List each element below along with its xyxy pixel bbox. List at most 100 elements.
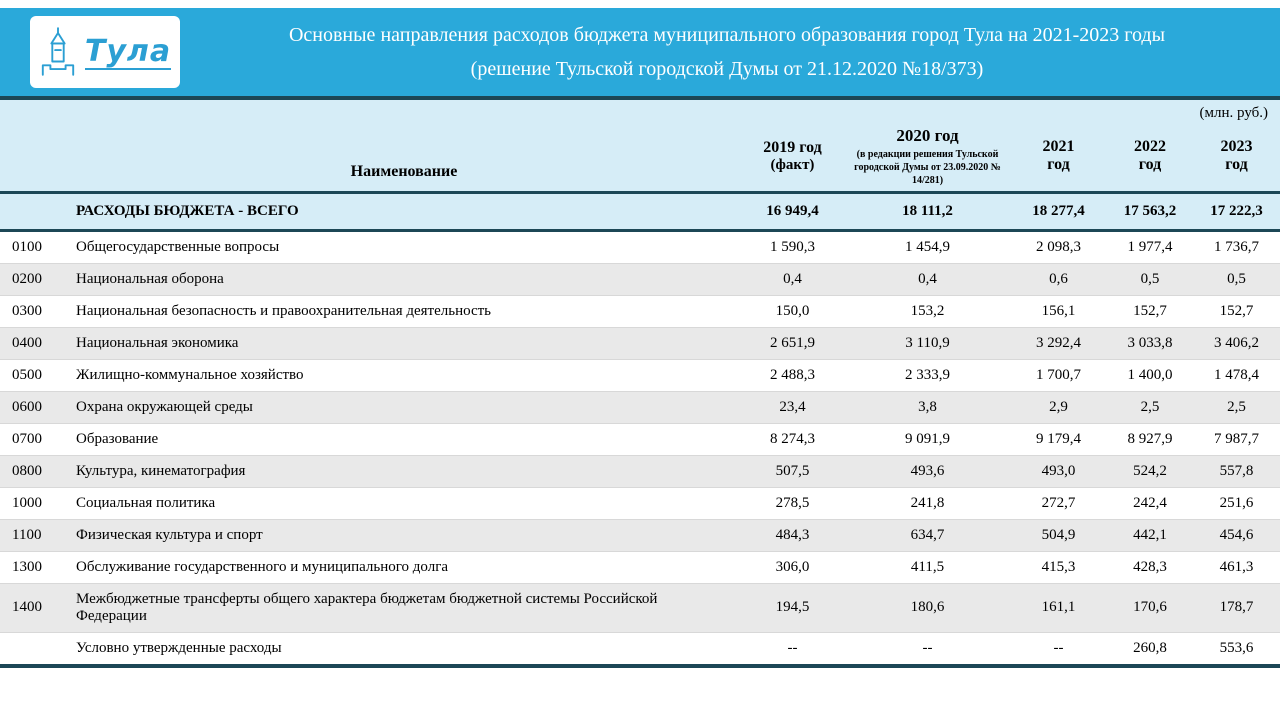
row-value: 0,5 <box>1193 263 1280 296</box>
row-name: Жилищно-коммунальное хозяйство <box>68 359 740 392</box>
row-value: 178,7 <box>1193 583 1280 633</box>
table-row: 1300 Обслуживание государственного и мун… <box>0 551 1280 584</box>
table-row: Условно утвержденные расходы -- -- -- 26… <box>0 632 1280 666</box>
row-value: 8 274,3 <box>740 423 845 456</box>
table-row: 0500 Жилищно-коммунальное хозяйство 2 48… <box>0 359 1280 392</box>
row-code: 0700 <box>0 423 68 456</box>
row-value: 493,6 <box>845 455 1010 488</box>
table-row: 0700 Образование 8 274,3 9 091,9 9 179,4… <box>0 423 1280 456</box>
row-value: 2 333,9 <box>845 359 1010 392</box>
total-row-value: 16 949,4 <box>740 192 845 232</box>
table-row: 0200 Национальная оборона 0,4 0,4 0,6 0,… <box>0 263 1280 296</box>
total-row-value: 18 111,2 <box>845 192 1010 232</box>
row-value: 507,5 <box>740 455 845 488</box>
header-2020-label: 2020 год <box>896 125 959 145</box>
row-value: 260,8 <box>1107 632 1193 666</box>
row-value: 278,5 <box>740 487 845 520</box>
row-code: 0300 <box>0 295 68 328</box>
budget-table: Наименование 2019 год (факт) 2020 год (в… <box>0 122 1280 668</box>
tula-logo: Тула <box>30 16 180 88</box>
row-name: Межбюджетные трансферты общего характера… <box>68 583 740 633</box>
row-value: 272,7 <box>1010 487 1107 520</box>
table-body: РАСХОДЫ БЮДЖЕТА - ВСЕГО 16 949,4 18 111,… <box>0 192 1280 666</box>
row-name: Общегосударственные вопросы <box>68 230 740 264</box>
row-value: 170,6 <box>1107 583 1193 633</box>
row-code: 1400 <box>0 583 68 633</box>
table-row: 0400 Национальная экономика 2 651,9 3 11… <box>0 327 1280 360</box>
total-row-code <box>0 192 68 232</box>
row-name: Обслуживание государственного и муниципа… <box>68 551 740 584</box>
row-value: 161,1 <box>1010 583 1107 633</box>
budget-table-section: (млн. руб.) Наименование 2019 год <box>0 100 1280 668</box>
row-code: 1100 <box>0 519 68 552</box>
row-value: 156,1 <box>1010 295 1107 328</box>
row-value: 2 488,3 <box>740 359 845 392</box>
row-value: 251,6 <box>1193 487 1280 520</box>
table-row: 0600 Охрана окружающей среды 23,4 3,8 2,… <box>0 391 1280 424</box>
row-name: Условно утвержденные расходы <box>68 632 740 666</box>
row-name: Национальная безопасность и правоохранит… <box>68 295 740 328</box>
row-value: 557,8 <box>1193 455 1280 488</box>
row-value: 1 478,4 <box>1193 359 1280 392</box>
row-value: 152,7 <box>1193 295 1280 328</box>
header-2022-label: 2022 <box>1134 138 1166 156</box>
row-value: 9 179,4 <box>1010 423 1107 456</box>
row-value: 411,5 <box>845 551 1010 584</box>
units-label: (млн. руб.) <box>1199 105 1268 121</box>
row-value: 8 927,9 <box>1107 423 1193 456</box>
row-value: 152,7 <box>1107 295 1193 328</box>
header-2021-sublabel: год <box>1047 156 1070 174</box>
total-row: РАСХОДЫ БЮДЖЕТА - ВСЕГО 16 949,4 18 111,… <box>0 192 1280 232</box>
row-value: 0,6 <box>1010 263 1107 296</box>
row-value: 194,5 <box>740 583 845 633</box>
row-value: 1 400,0 <box>1107 359 1193 392</box>
row-value: 3 110,9 <box>845 327 1010 360</box>
page-title-line1: Основные направления расходов бюджета му… <box>288 24 1166 46</box>
row-value: 461,3 <box>1193 551 1280 584</box>
row-value: 0,4 <box>740 263 845 296</box>
table-header: Наименование 2019 год (факт) 2020 год (в… <box>0 122 1280 194</box>
row-value: 3 406,2 <box>1193 327 1280 360</box>
row-value: 242,4 <box>1107 487 1193 520</box>
row-value: 3,8 <box>845 391 1010 424</box>
row-value: 1 454,9 <box>845 230 1010 264</box>
page-title-line2: (решение Тульской городской Думы от 21.1… <box>470 58 984 80</box>
table-row: 1400 Межбюджетные трансферты общего хара… <box>0 583 1280 633</box>
row-code: 0400 <box>0 327 68 360</box>
row-value: 442,1 <box>1107 519 1193 552</box>
row-value: 0,4 <box>845 263 1010 296</box>
header-banner: Тула Основные направления расходов бюдже… <box>0 8 1280 96</box>
row-name: Культура, кинематография <box>68 455 740 488</box>
header-2021-label: 2021 <box>1042 138 1075 156</box>
logo-text: Тула <box>84 33 172 70</box>
row-value: 241,8 <box>845 487 1010 520</box>
row-code: 0500 <box>0 359 68 392</box>
row-value: 2,9 <box>1010 391 1107 424</box>
row-code: 0100 <box>0 230 68 264</box>
total-row-value: 17 222,3 <box>1193 192 1280 232</box>
table-row: 1000 Социальная политика 278,5 241,8 272… <box>0 487 1280 520</box>
row-value: 1 590,3 <box>740 230 845 264</box>
header-2019-label: 2019 год <box>763 138 822 156</box>
row-value: 1 736,7 <box>1193 230 1280 264</box>
header-cell-2020: 2020 год (в редакции решения Тульской го… <box>845 122 1010 194</box>
row-name: Физическая культура и спорт <box>68 519 740 552</box>
header-2023-label: 2023 <box>1220 138 1253 156</box>
header-2022-sublabel: год <box>1138 156 1162 174</box>
row-value: 524,2 <box>1107 455 1193 488</box>
row-code: 0800 <box>0 455 68 488</box>
row-value: 504,9 <box>1010 519 1107 552</box>
row-code: 0600 <box>0 391 68 424</box>
row-value: 493,0 <box>1010 455 1107 488</box>
row-value: 2 651,9 <box>740 327 845 360</box>
row-name: Национальная экономика <box>68 327 740 360</box>
header-2020-sublabel: (в редакции решения Тульской городской Д… <box>854 148 1001 186</box>
row-value: 454,6 <box>1193 519 1280 552</box>
row-value: 3 292,4 <box>1010 327 1107 360</box>
header-2023-sublabel: год <box>1225 156 1248 174</box>
header-name-label: Наименование <box>350 162 458 180</box>
row-value: 428,3 <box>1107 551 1193 584</box>
table-row: 0800 Культура, кинематография 507,5 493,… <box>0 455 1280 488</box>
row-value: 2 098,3 <box>1010 230 1107 264</box>
